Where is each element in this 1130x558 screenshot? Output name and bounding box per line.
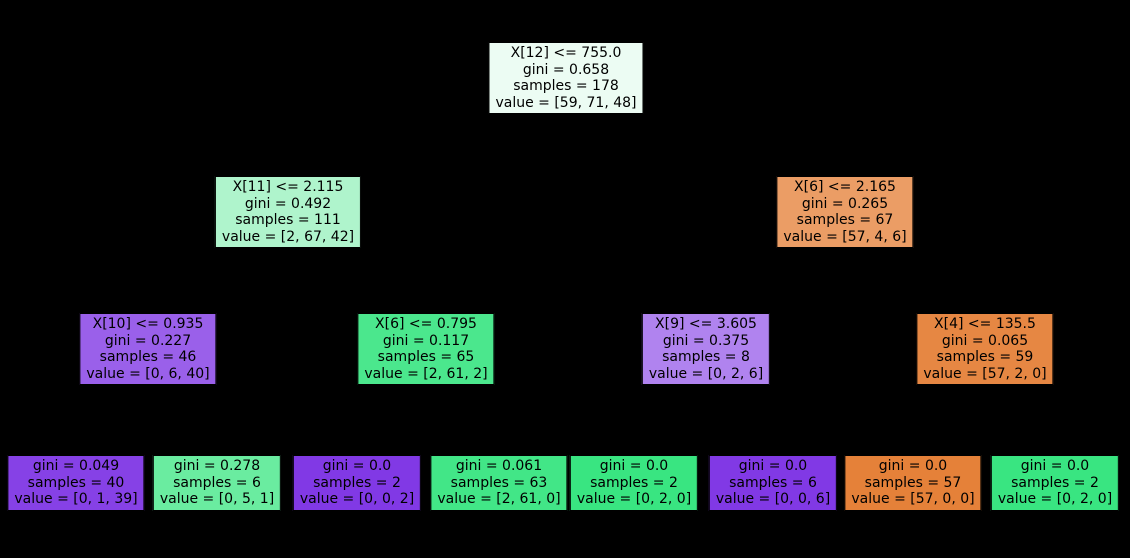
node-value: value = [59, 71, 48] xyxy=(495,94,637,111)
node-samples: samples = 46 xyxy=(99,349,197,365)
node-value: value = [57, 4, 6] xyxy=(783,228,907,245)
node-value: value = [0, 0, 2] xyxy=(299,491,415,507)
node-gini: gini = 0.065 xyxy=(941,332,1029,349)
tree-leaf-3: gini = 0.0 samples = 2 value = [0, 0, 2] xyxy=(292,455,422,511)
node-split-condition: X[11] <= 2.115 xyxy=(232,179,344,195)
node-gini: gini = 0.278 xyxy=(173,458,261,474)
tree-leaf-2: gini = 0.278 samples = 6 value = [0, 5, … xyxy=(152,455,282,511)
node-gini: gini = 0.658 xyxy=(522,61,610,78)
node-gini: gini = 0.375 xyxy=(662,332,750,349)
node-samples: samples = 111 xyxy=(235,212,341,228)
tree-node-right: X[6] <= 2.165 gini = 0.265 samples = 67 … xyxy=(776,176,914,248)
node-gini: gini = 0.117 xyxy=(382,332,470,349)
node-gini: gini = 0.061 xyxy=(455,458,543,474)
node-value: value = [0, 6, 40] xyxy=(86,365,210,382)
node-samples: samples = 40 xyxy=(27,474,125,491)
tree-node-left-right: X[6] <= 0.795 gini = 0.117 samples = 65 … xyxy=(357,313,495,385)
node-samples: samples = 6 xyxy=(729,474,817,491)
node-gini: gini = 0.0 xyxy=(599,458,669,474)
node-samples: samples = 63 xyxy=(450,474,548,491)
tree-leaf-1: gini = 0.049 samples = 40 value = [0, 1,… xyxy=(7,455,145,511)
node-gini: gini = 0.265 xyxy=(801,195,889,212)
tree-leaf-8: gini = 0.0 samples = 2 value = [0, 2, 0] xyxy=(990,455,1120,511)
node-value: value = [0, 2, 0] xyxy=(997,491,1113,507)
tree-leaf-5: gini = 0.0 samples = 2 value = [0, 2, 0] xyxy=(569,455,699,511)
node-split-condition: X[12] <= 755.0 xyxy=(510,45,622,61)
node-value: value = [2, 61, 2] xyxy=(364,365,488,382)
node-value: value = [2, 67, 42] xyxy=(221,228,355,245)
node-samples: samples = 59 xyxy=(936,349,1034,365)
tree-node-right-left: X[9] <= 3.605 gini = 0.375 samples = 8 v… xyxy=(641,313,771,385)
node-split-condition: X[6] <= 2.165 xyxy=(794,179,896,195)
tree-node-root: X[12] <= 755.0 gini = 0.658 samples = 17… xyxy=(488,42,644,114)
node-samples: samples = 2 xyxy=(313,474,401,491)
node-value: value = [0, 2, 0] xyxy=(576,491,692,507)
node-value: value = [0, 0, 6] xyxy=(715,491,831,507)
node-gini: gini = 0.0 xyxy=(738,458,808,474)
node-split-condition: X[6] <= 0.795 xyxy=(375,316,477,332)
tree-leaf-6: gini = 0.0 samples = 6 value = [0, 0, 6] xyxy=(708,455,838,511)
node-value: value = [2, 61, 0] xyxy=(437,491,561,507)
node-value: value = [0, 5, 1] xyxy=(159,491,275,507)
node-value: value = [0, 2, 6] xyxy=(648,365,764,382)
node-samples: samples = 65 xyxy=(377,349,475,365)
node-split-condition: X[4] <= 135.5 xyxy=(934,316,1036,332)
node-samples: samples = 178 xyxy=(513,78,619,94)
tree-leaf-7: gini = 0.0 samples = 57 value = [57, 0, … xyxy=(844,455,982,511)
node-samples: samples = 57 xyxy=(864,474,962,491)
node-gini: gini = 0.049 xyxy=(32,458,120,474)
tree-leaf-4: gini = 0.061 samples = 63 value = [2, 61… xyxy=(430,455,568,511)
tree-node-right-right: X[4] <= 135.5 gini = 0.065 samples = 59 … xyxy=(916,313,1054,385)
node-gini: gini = 0.0 xyxy=(322,458,392,474)
node-value: value = [57, 2, 0] xyxy=(923,365,1047,382)
node-gini: gini = 0.0 xyxy=(1020,458,1090,474)
node-samples: samples = 2 xyxy=(590,474,678,491)
node-gini: gini = 0.227 xyxy=(104,332,192,349)
node-split-condition: X[10] <= 0.935 xyxy=(92,316,204,332)
node-gini: gini = 0.0 xyxy=(878,458,948,474)
tree-node-left: X[11] <= 2.115 gini = 0.492 samples = 11… xyxy=(214,176,362,248)
node-samples: samples = 2 xyxy=(1011,474,1099,491)
node-samples: samples = 8 xyxy=(662,349,750,365)
node-value: value = [57, 0, 0] xyxy=(851,491,975,507)
node-gini: gini = 0.492 xyxy=(244,195,332,212)
tree-node-left-left: X[10] <= 0.935 gini = 0.227 samples = 46… xyxy=(79,313,217,385)
node-value: value = [0, 1, 39] xyxy=(14,491,138,507)
node-samples: samples = 6 xyxy=(173,474,261,491)
node-split-condition: X[9] <= 3.605 xyxy=(655,316,757,332)
node-samples: samples = 67 xyxy=(796,212,894,228)
